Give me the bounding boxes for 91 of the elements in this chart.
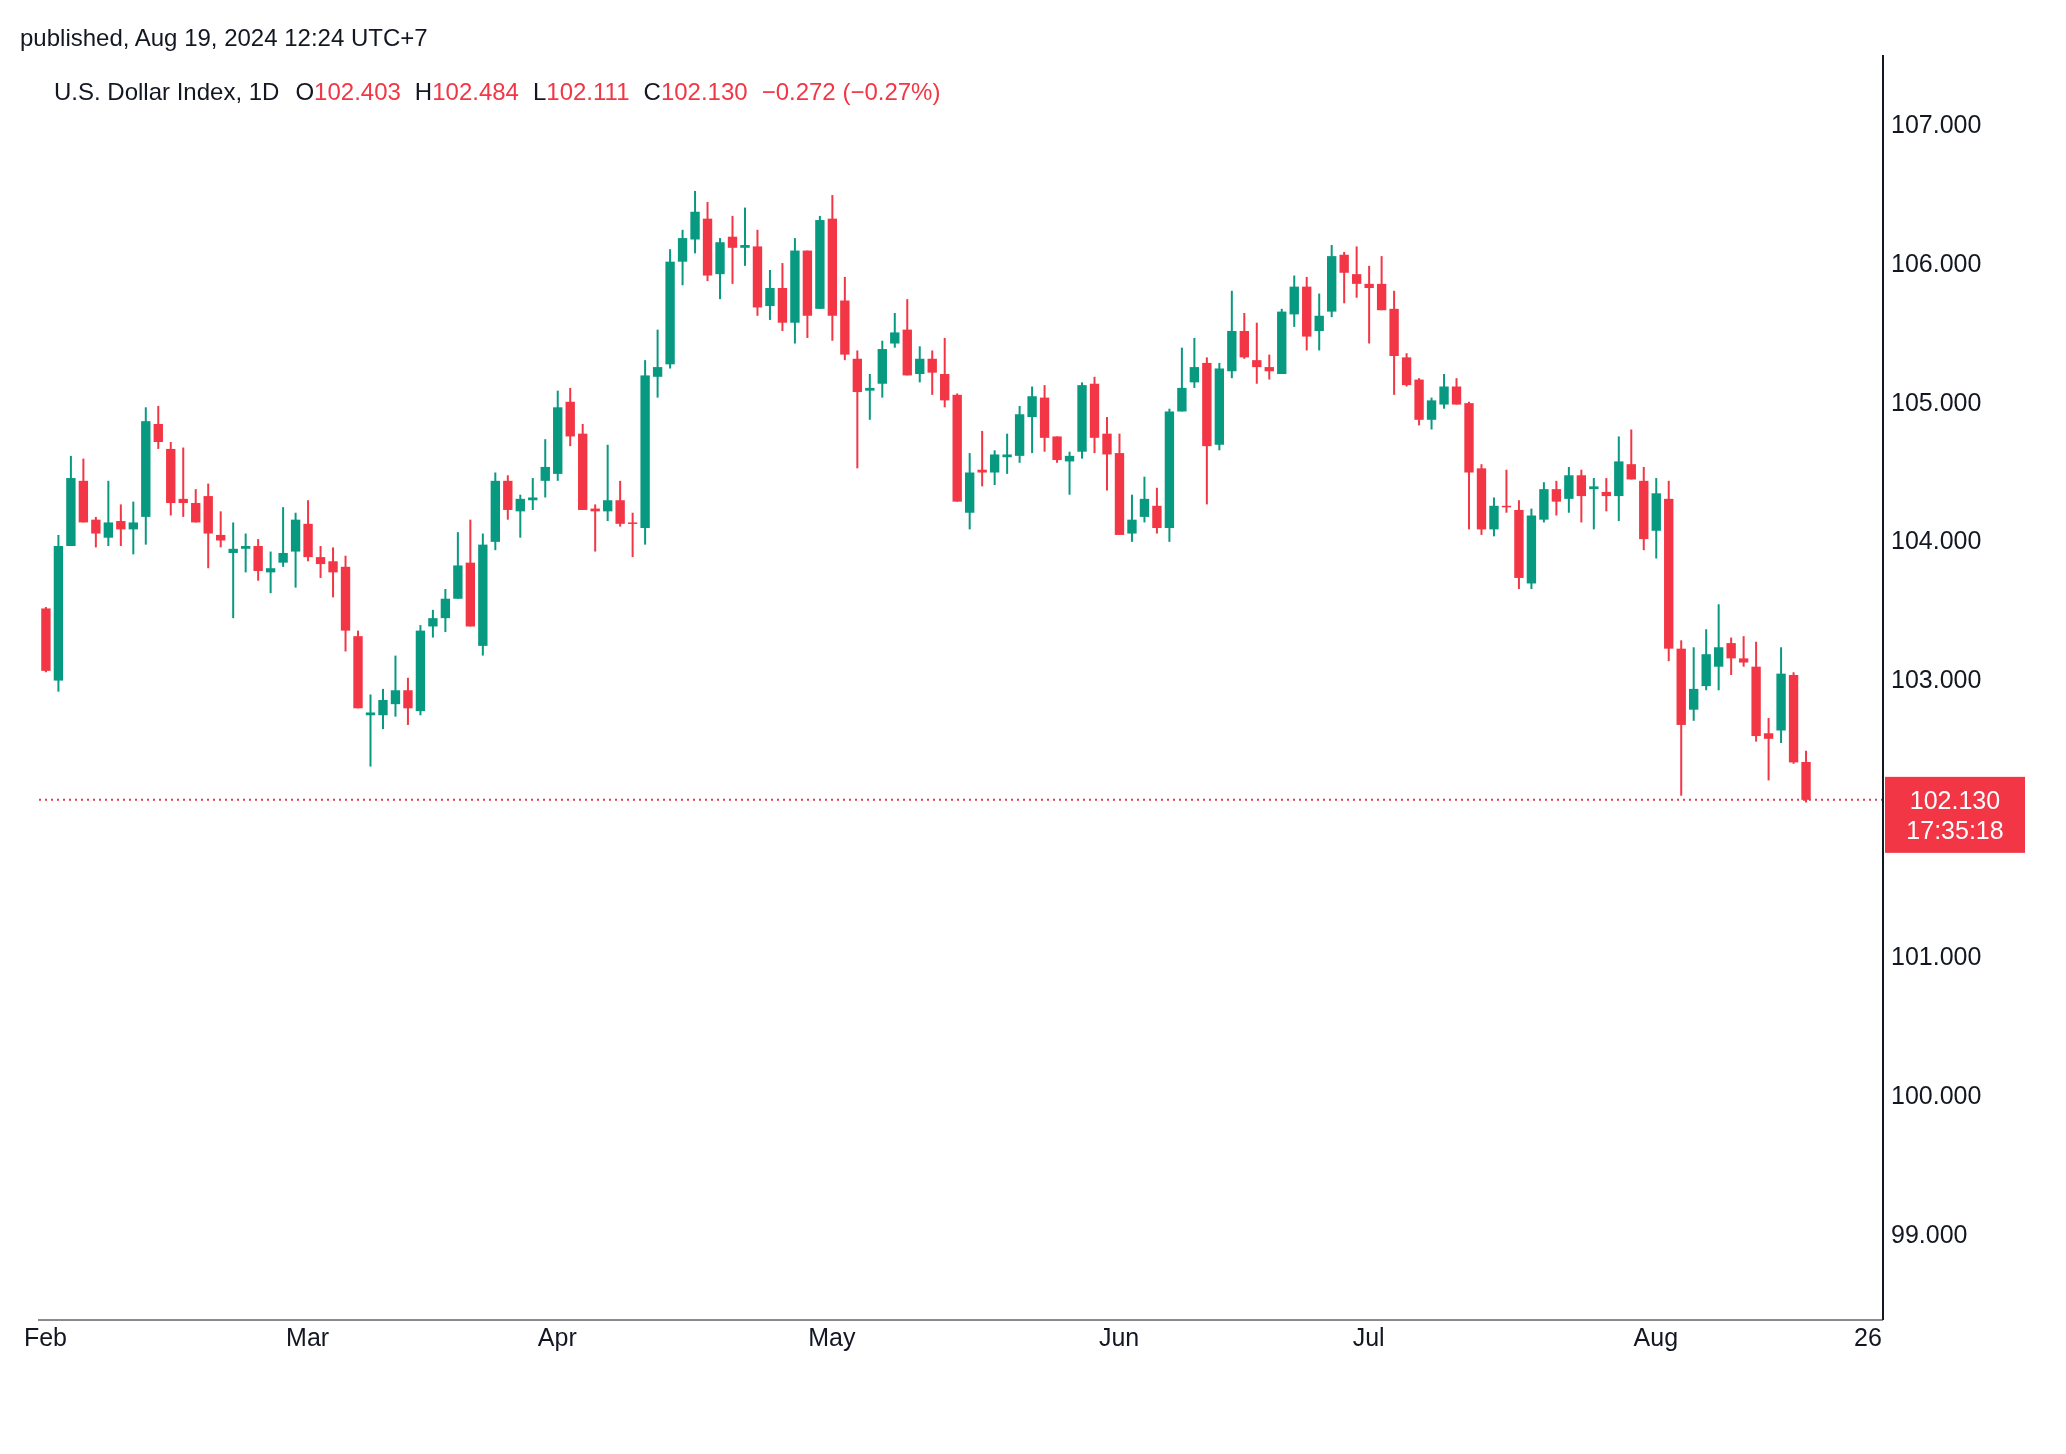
candlestick (977, 429, 987, 488)
text: U.S. Dollar Index, 1D (54, 78, 280, 105)
candlestick (1738, 635, 1749, 668)
candlestick (989, 449, 1000, 486)
candlestick (428, 608, 438, 639)
candlestick (278, 506, 288, 568)
candlestick (515, 493, 525, 539)
candlestick (91, 515, 101, 549)
candlestick (153, 404, 163, 450)
candlestick (1439, 373, 1449, 410)
candlestick (1451, 377, 1462, 406)
candlestick (228, 521, 238, 620)
candlestick (1713, 603, 1724, 692)
x-tick-label: Feb (23, 1322, 68, 1351)
candlestick (1489, 496, 1499, 538)
candlestick (1102, 416, 1112, 492)
x-tick-label: Jun (1098, 1322, 1140, 1351)
y-tick-label: 99.000 (1891, 1219, 1968, 1248)
candlestick (1351, 245, 1362, 299)
candlestick (528, 477, 538, 511)
x-tick-label: Jul (1352, 1322, 1385, 1351)
candlestick (1426, 396, 1437, 431)
candlestick (1339, 250, 1349, 305)
candlestick (1127, 493, 1137, 543)
candlestick (740, 206, 750, 267)
candlestick (1551, 479, 1562, 517)
candlestick (890, 311, 900, 349)
annotation: O102.403 (295, 78, 401, 105)
candlestick (1626, 428, 1636, 481)
candlestick (1601, 477, 1611, 513)
candlestick (1589, 477, 1599, 531)
candlestick (652, 328, 663, 399)
candlestick (1564, 465, 1574, 514)
x-tick-label: Aug (1633, 1322, 1679, 1351)
y-tick-label: 106.000 (1891, 248, 1982, 277)
text: 17:35:18 (1906, 815, 2004, 844)
candlestick (1189, 336, 1200, 389)
candlestick (1002, 432, 1012, 475)
annotation: H102.484 (414, 78, 519, 105)
text: published, Aug 19, 2024 12:24 UTC+7 (20, 24, 428, 52)
candlestick (403, 676, 413, 726)
candlestick (615, 479, 625, 528)
candlestick (727, 214, 738, 285)
x-tick-label: Mar (286, 1322, 330, 1351)
y-tick-label: 100.000 (1891, 1081, 1982, 1110)
y-tick-label: 104.000 (1891, 526, 1982, 555)
y-tick-label: 101.000 (1891, 942, 1982, 971)
candlestick (240, 532, 251, 574)
candlestick (1314, 292, 1324, 352)
candlestick (128, 500, 138, 556)
x-tick-label: Apr (537, 1322, 577, 1351)
y-tick-label: 103.000 (1891, 665, 1982, 694)
candlestick (915, 345, 925, 384)
candlestick (365, 693, 376, 768)
ref-line-label: 102.130 (1909, 785, 2001, 814)
candlestick (116, 503, 126, 548)
candlestick (865, 373, 875, 421)
candlestick (265, 550, 276, 595)
candlestick (1264, 353, 1274, 381)
candlestick (627, 511, 638, 559)
candlestick (1576, 468, 1587, 524)
candlestick (1726, 636, 1736, 677)
x-tick-label: May (808, 1322, 857, 1351)
y-tick-label: 107.000 (1891, 110, 1982, 139)
candlestick (1152, 486, 1162, 535)
candlestick (378, 687, 388, 731)
candlestick (1364, 264, 1374, 345)
annotation: −0.272 (−0.27%) (761, 78, 941, 105)
candlestick (1763, 717, 1774, 782)
candlestick (178, 446, 188, 518)
candlestick (315, 545, 326, 579)
candlestick (1689, 646, 1699, 722)
y-tick-label: 105.000 (1891, 387, 1982, 416)
candlestick (103, 479, 114, 548)
candlestick (677, 228, 688, 287)
candlestick (1027, 385, 1037, 455)
candlestick (328, 546, 338, 599)
annotation: C102.130 (643, 78, 748, 105)
candlestick (765, 268, 775, 321)
candlestick (602, 443, 613, 523)
candlestick (540, 438, 550, 499)
x-tick-label: 26 (1854, 1322, 1882, 1351)
candlestick (1052, 435, 1062, 464)
candlestick (1139, 475, 1150, 524)
candlestick (1252, 321, 1262, 385)
candlestick (191, 488, 201, 524)
candlestick (440, 588, 451, 634)
annotation: L102.111 (532, 78, 630, 105)
candlestick (1177, 346, 1187, 413)
candlestick (390, 654, 401, 718)
candlestick (927, 349, 937, 396)
